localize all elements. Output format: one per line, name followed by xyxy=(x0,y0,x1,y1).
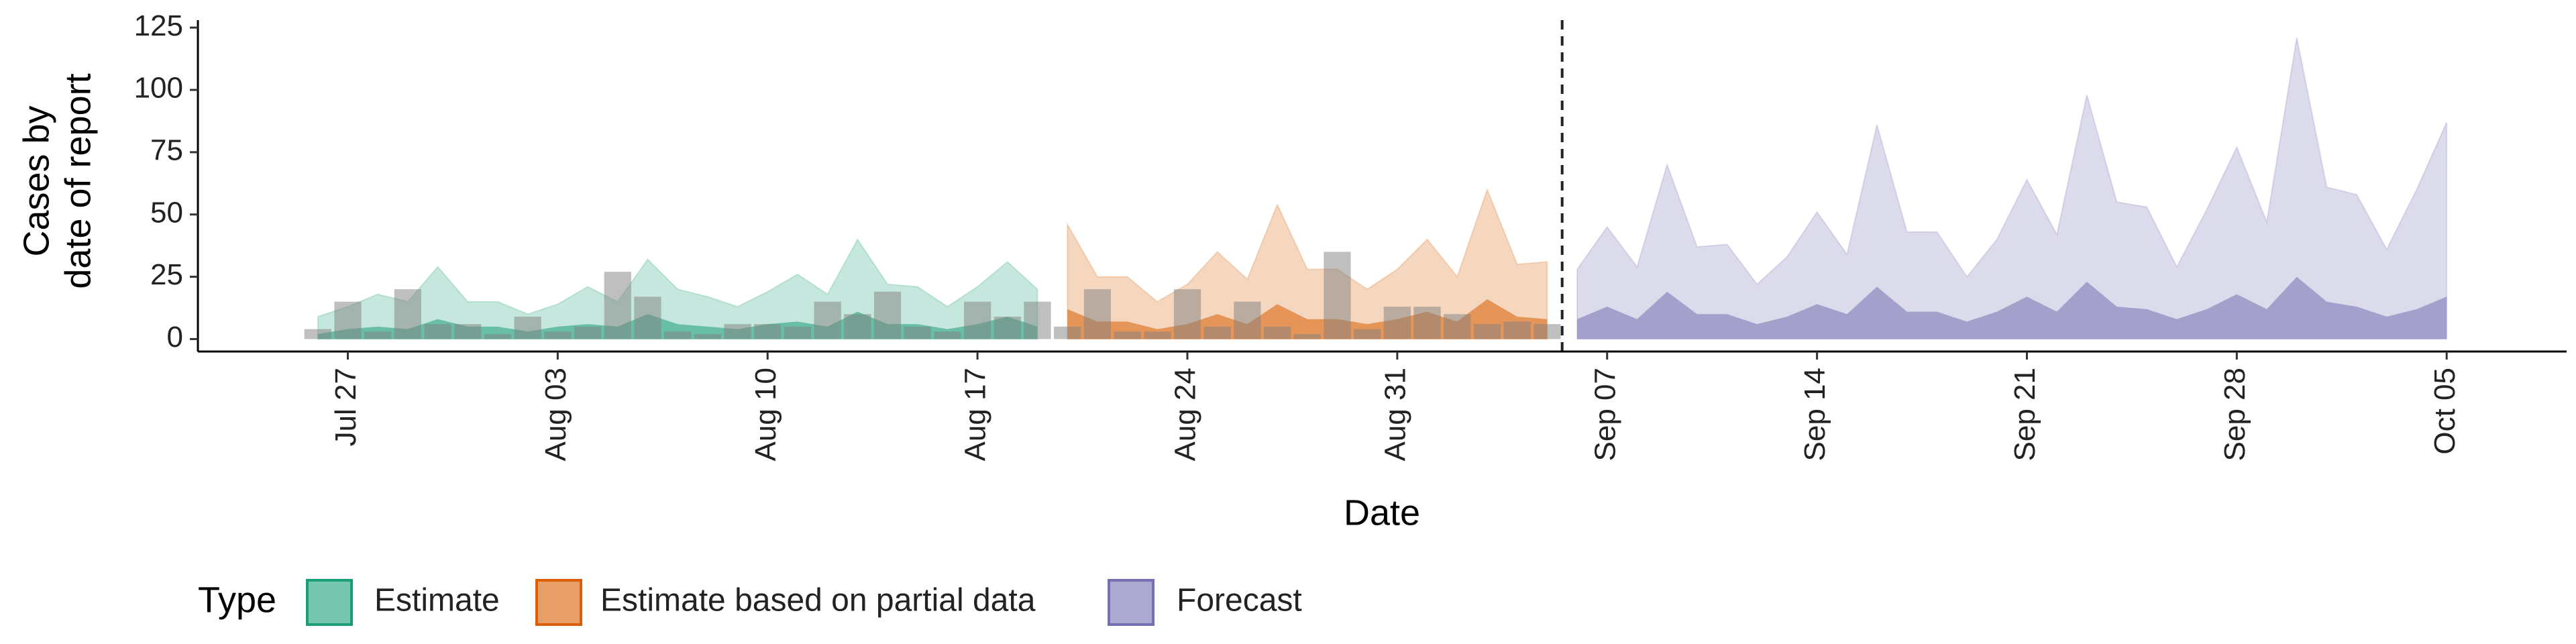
x-tick-label: Aug 31 xyxy=(1379,368,1411,461)
y-tick-label: 25 xyxy=(150,258,183,291)
bar xyxy=(844,314,871,339)
bar xyxy=(364,331,392,339)
bar xyxy=(1324,252,1351,339)
bar xyxy=(484,334,512,339)
x-axis-title: Date xyxy=(1344,492,1420,533)
y-axis-title: Cases by xyxy=(16,105,56,256)
bar xyxy=(634,297,661,339)
y-axis-title: date of report xyxy=(58,73,98,288)
inner-ribbon xyxy=(1577,276,2447,339)
x-tick-label: Sep 28 xyxy=(2218,368,2251,461)
y-tick-label: 0 xyxy=(167,321,183,354)
bar xyxy=(873,291,902,339)
bar xyxy=(1144,331,1171,339)
bar xyxy=(1114,331,1141,339)
bar xyxy=(934,331,961,339)
bar xyxy=(604,272,631,339)
bar xyxy=(1473,324,1501,339)
bar xyxy=(814,301,841,339)
bar xyxy=(454,324,482,339)
outer-ribbon xyxy=(1576,37,2448,340)
y-tick-label: 75 xyxy=(150,133,183,166)
bar xyxy=(694,334,721,339)
bar xyxy=(1503,321,1531,339)
bar xyxy=(994,317,1021,339)
bar xyxy=(1083,289,1111,339)
bar xyxy=(1024,301,1051,339)
legend-label: Estimate xyxy=(374,583,500,619)
bar xyxy=(1383,307,1411,339)
bar xyxy=(904,326,931,339)
bar xyxy=(304,329,331,339)
bar xyxy=(784,326,812,339)
bar xyxy=(394,289,421,339)
bar xyxy=(1354,329,1381,339)
bar xyxy=(754,324,782,339)
legend-swatch xyxy=(306,579,353,626)
bar xyxy=(1293,334,1321,339)
bar xyxy=(1413,307,1441,339)
bar xyxy=(1444,314,1471,339)
y-tick-label: 125 xyxy=(134,9,183,42)
x-tick-label: Sep 21 xyxy=(2008,368,2041,461)
bar xyxy=(574,326,602,339)
bar xyxy=(1173,289,1201,339)
legend-title: Type xyxy=(198,580,276,620)
legend-label: Forecast xyxy=(1177,583,1302,619)
bar xyxy=(963,301,991,339)
bar xyxy=(664,331,692,339)
x-tick-label: Aug 17 xyxy=(959,368,992,461)
x-tick-label: Sep 14 xyxy=(1799,368,1831,461)
x-tick-label: Aug 03 xyxy=(539,368,572,461)
bar xyxy=(424,324,451,339)
x-tick-label: Sep 07 xyxy=(1589,368,1621,461)
y-tick-label: 50 xyxy=(150,196,183,229)
x-tick-label: Oct 05 xyxy=(2428,368,2461,455)
bar xyxy=(544,331,572,339)
bar xyxy=(514,317,541,339)
x-tick-label: Aug 10 xyxy=(749,368,782,461)
y-tick-label: 100 xyxy=(134,72,183,105)
legend-label: Estimate based on partial data xyxy=(600,583,1036,619)
bar xyxy=(1054,326,1081,339)
legend-swatch xyxy=(535,579,582,626)
bar xyxy=(1203,326,1231,339)
bar xyxy=(1234,301,1261,339)
x-tick-label: Aug 24 xyxy=(1169,368,1202,461)
bar xyxy=(1263,326,1291,339)
bar xyxy=(724,324,751,339)
bar xyxy=(334,301,362,339)
x-tick-label: Jul 27 xyxy=(329,368,362,446)
plot-area xyxy=(304,37,2448,340)
legend-swatch xyxy=(1108,579,1155,626)
bar xyxy=(1534,324,1561,339)
